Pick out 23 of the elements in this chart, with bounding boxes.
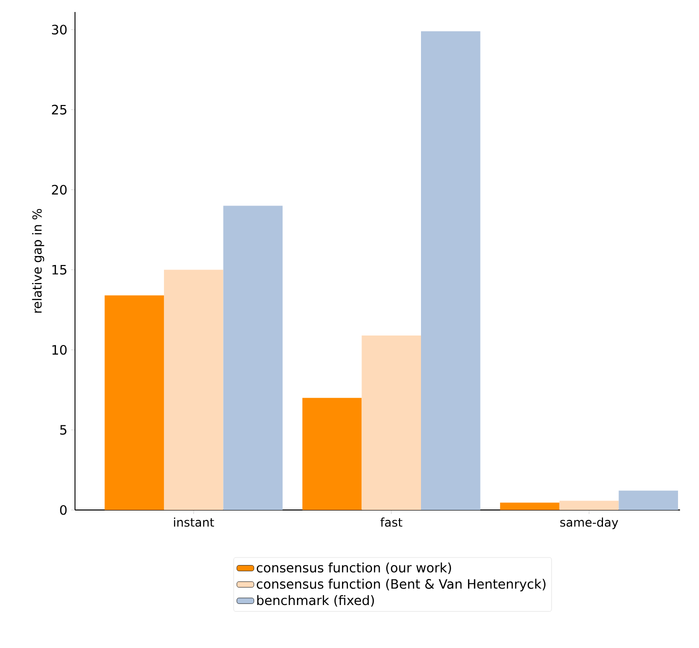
bar [500, 502, 560, 510]
bar [559, 500, 619, 510]
y-axis-title: relative gap in % [32, 208, 44, 313]
y-tick-label: 5 [60, 425, 66, 435]
x-tick-label: instant [174, 518, 214, 527]
bar [362, 335, 422, 510]
bar [302, 398, 362, 510]
x-tick-label: fast [380, 518, 402, 527]
y-tick-label: 0 [60, 505, 67, 515]
legend-label: consensus function (Bent & Van Hentenryck) [256, 578, 546, 592]
y-tick-label: 25 [52, 104, 66, 115]
y-tick-label: 15 [52, 264, 66, 275]
legend-label: benchmark (fixed) [257, 595, 374, 607]
y-tick-label: 30 [52, 24, 67, 35]
bar [104, 295, 164, 510]
x-tick-label: same-day [560, 518, 618, 530]
y-tick-label: 20 [52, 184, 67, 195]
bar [164, 270, 224, 510]
bar [421, 31, 480, 510]
y-tick-label: 10 [52, 344, 67, 355]
bar [618, 490, 678, 510]
legend-label: consensus function (our work) [256, 562, 452, 574]
bar [223, 206, 283, 510]
